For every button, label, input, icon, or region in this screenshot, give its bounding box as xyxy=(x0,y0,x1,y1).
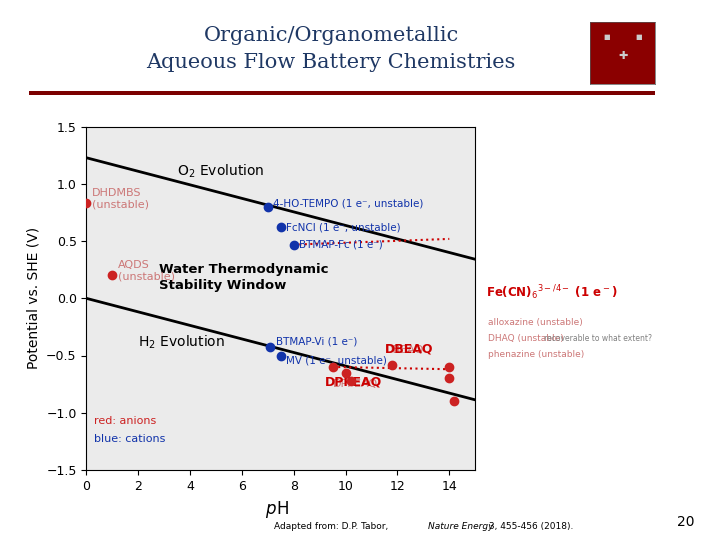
Text: Stability Window: Stability Window xyxy=(159,279,287,292)
Text: DPPEAQ: DPPEAQ xyxy=(325,376,382,389)
Text: (unstable): (unstable) xyxy=(117,271,174,281)
Text: alloxazine (unstable): alloxazine (unstable) xyxy=(488,318,583,327)
Text: Aqueous Flow Battery Chemistries: Aqueous Flow Battery Chemistries xyxy=(146,52,516,72)
Text: MV (1 e⁻, unstable): MV (1 e⁻, unstable) xyxy=(286,355,387,365)
Text: DBEAQ: DBEAQ xyxy=(384,346,424,355)
Text: Water Thermodynamic: Water Thermodynamic xyxy=(159,263,328,276)
Text: 4-HO-TEMPO (1 e⁻, unstable): 4-HO-TEMPO (1 e⁻, unstable) xyxy=(273,199,423,208)
Text: phenazine (unstable): phenazine (unstable) xyxy=(488,350,585,359)
Text: O$_2$ Evolution: O$_2$ Evolution xyxy=(177,163,265,180)
Text: BTMAP-Vi (1 e⁻): BTMAP-Vi (1 e⁻) xyxy=(276,337,357,347)
Text: 20: 20 xyxy=(678,516,695,530)
Text: (unstable): (unstable) xyxy=(91,199,148,209)
Text: BTMAP-Fc (1 e⁻): BTMAP-Fc (1 e⁻) xyxy=(299,240,383,249)
Text: H$_2$ Evolution: H$_2$ Evolution xyxy=(138,333,225,351)
Text: DHAQ (unstable): DHAQ (unstable) xyxy=(488,334,564,343)
Text: p: p xyxy=(265,500,275,518)
Text: DPPEAQ: DPPEAQ xyxy=(333,379,378,389)
Text: AQDS: AQDS xyxy=(117,260,149,270)
Text: red: anions: red: anions xyxy=(94,416,156,426)
Text: DBEAQ: DBEAQ xyxy=(384,342,433,355)
Text: ■: ■ xyxy=(603,34,610,40)
Y-axis label: Potential vs. SHE (V): Potential vs. SHE (V) xyxy=(27,227,40,369)
Text: ■: ■ xyxy=(636,34,642,40)
Text: ✚: ✚ xyxy=(618,51,628,61)
Text: 3, 455-456 (2018).: 3, 455-456 (2018). xyxy=(486,522,573,531)
Text: H: H xyxy=(276,500,289,518)
Text: recoverable to what extent?: recoverable to what extent? xyxy=(544,334,652,343)
Text: Nature Energy: Nature Energy xyxy=(428,522,494,531)
Text: blue: cations: blue: cations xyxy=(94,434,166,444)
Text: DHDMBS: DHDMBS xyxy=(91,188,141,198)
Text: FcNCl (1 e⁻, unstable): FcNCl (1 e⁻, unstable) xyxy=(286,222,400,233)
Text: Adapted from: D.P. Tabor,: Adapted from: D.P. Tabor, xyxy=(274,522,391,531)
Text: Organic/Organometallic: Organic/Organometallic xyxy=(204,25,459,45)
Text: Fe(CN)$_6$$^{3-/4-}$ (1 e$^-$): Fe(CN)$_6$$^{3-/4-}$ (1 e$^-$) xyxy=(486,284,618,302)
